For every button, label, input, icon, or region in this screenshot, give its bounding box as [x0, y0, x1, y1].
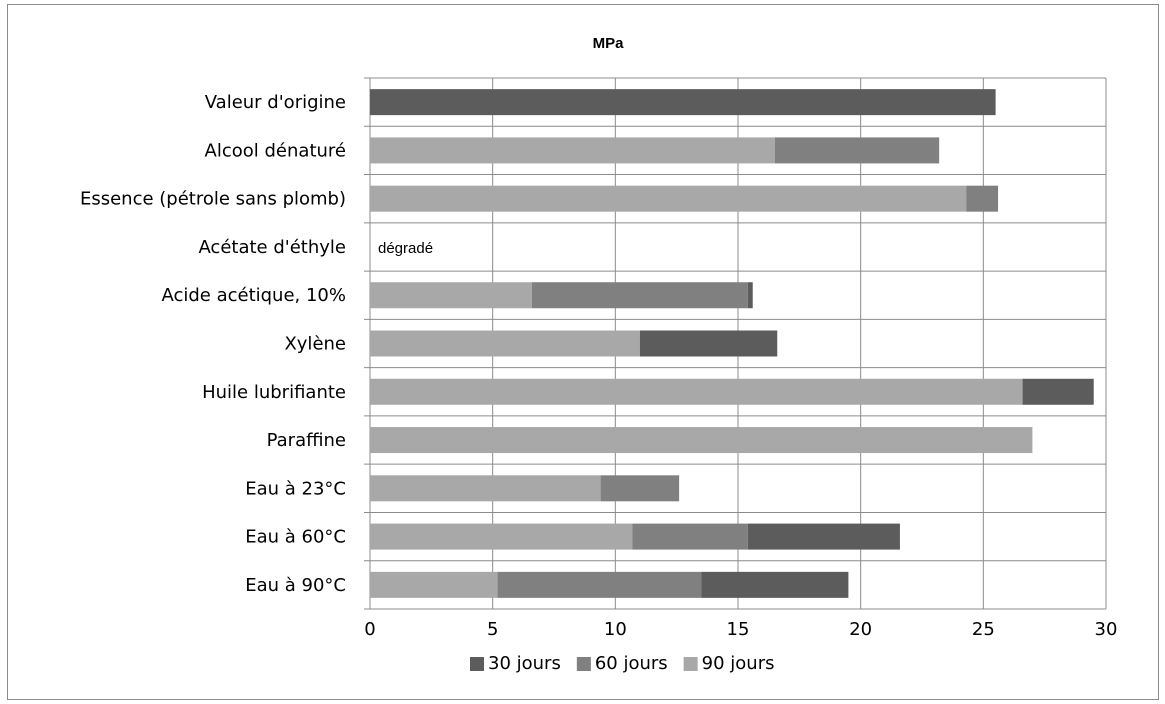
category-label: Xylène: [284, 334, 346, 355]
category-label: Essence (pétrole sans plomb): [80, 189, 346, 210]
legend-label: 60 jours: [595, 653, 668, 674]
category-label: Paraffine: [267, 430, 346, 451]
bar-segment: [966, 185, 999, 212]
bar-segment: [701, 571, 849, 598]
bar-segment: [747, 523, 900, 550]
bar-segment: [632, 523, 748, 550]
x-tick-label: 20: [849, 619, 872, 640]
bars: [370, 89, 1094, 598]
bar-segment: [370, 475, 601, 502]
category-label: Valeur d'origine: [205, 92, 346, 113]
bar-segment: [370, 137, 775, 164]
category-label: Acétate d'éthyle: [198, 237, 346, 258]
legend: 30 jours 60 jours 90 jours: [470, 653, 774, 674]
x-tick-label: 30: [1095, 619, 1118, 640]
bar-segment: [370, 523, 633, 550]
bar-segment: [370, 185, 967, 212]
category-label: Eau à 90°C: [245, 575, 346, 596]
bar-segment: [370, 89, 996, 116]
bar-segment: [370, 571, 498, 598]
category-label: Acide acétique, 10%: [161, 285, 346, 306]
legend-swatch: [576, 657, 591, 671]
category-label: Eau à 60°C: [245, 527, 346, 548]
bar-segment: [600, 475, 680, 502]
x-axis-ticks: 0 5 10 15 20 25 30: [364, 619, 1117, 640]
legend-label: 90 jours: [702, 653, 775, 674]
bar-segment: [370, 330, 640, 357]
x-tick-label: 25: [972, 619, 995, 640]
legend-swatch: [470, 657, 484, 671]
bar-segment: [774, 137, 940, 164]
bar-segment: [639, 330, 778, 357]
bar-segment: [531, 282, 748, 309]
legend-label: 30 jours: [488, 653, 561, 674]
bar-chart: MPa Valeur d'origine Alcool dénaturé Essen…: [80, 35, 1118, 674]
bar-segment: [370, 282, 532, 309]
x-tick-label: 15: [727, 619, 750, 640]
category-label: Alcool dénaturé: [205, 140, 346, 161]
bar-segment: [370, 378, 1023, 405]
category-label: Huile lubrifiante: [202, 382, 346, 403]
chart-frame: MPa Valeur d'origine Alcool dénaturé Essen…: [7, 4, 1159, 700]
gridlines: [364, 77, 1107, 610]
x-tick-label: 0: [364, 619, 375, 640]
chart-title: MPa: [593, 35, 625, 52]
bar-segment: [747, 282, 753, 309]
category-label: Eau à 23°C: [245, 478, 346, 499]
x-tick-label: 5: [487, 619, 498, 640]
x-tick-label: 10: [604, 619, 627, 640]
bar-segment: [370, 427, 1033, 454]
bar-segment: [497, 571, 702, 598]
legend-swatch: [683, 657, 698, 671]
annotation-label: dégradé: [378, 240, 433, 257]
category-labels: Valeur d'origine Alcool dénaturé Essence (…: [80, 92, 433, 596]
bar-segment: [1022, 378, 1094, 405]
